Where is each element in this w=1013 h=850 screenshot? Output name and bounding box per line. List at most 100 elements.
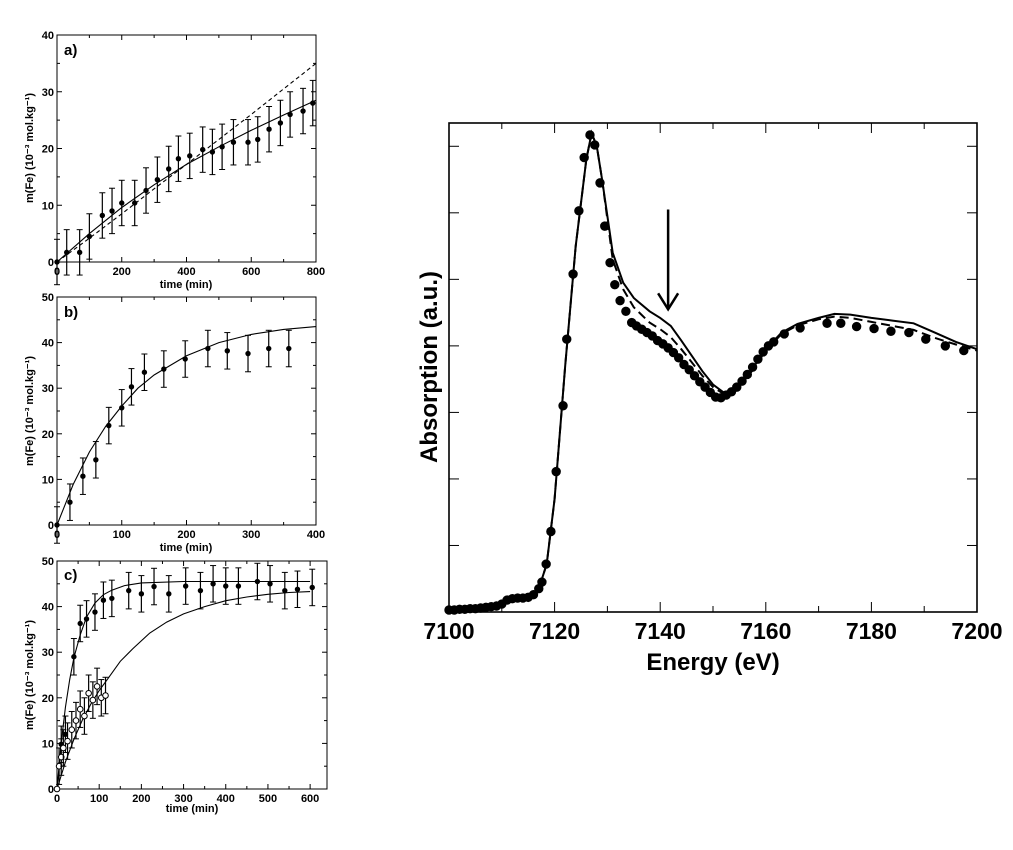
y-tick-label: 0 xyxy=(48,784,54,796)
y-tick-label: 40 xyxy=(42,338,54,350)
data-point xyxy=(166,591,172,597)
panel-a-label: a) xyxy=(64,42,77,59)
data-point xyxy=(747,362,758,372)
data-point xyxy=(266,126,272,132)
data-point xyxy=(574,206,584,216)
data-point xyxy=(254,578,261,585)
x-tick-label: 7160 xyxy=(740,618,791,644)
y-tick-label: 0 xyxy=(48,257,54,269)
data-point xyxy=(77,620,83,627)
y-tick-label: 30 xyxy=(42,647,54,659)
x-tick-label: 800 xyxy=(307,266,325,278)
data-point xyxy=(76,249,83,256)
data-point xyxy=(175,156,182,162)
data-point xyxy=(769,337,779,347)
data-point xyxy=(187,153,193,159)
x-tick-label: 400 xyxy=(177,266,195,278)
data-point xyxy=(558,401,568,411)
data-point xyxy=(119,405,125,411)
data-point xyxy=(795,323,805,333)
data-point xyxy=(106,422,112,429)
data-point xyxy=(621,306,631,316)
data-point xyxy=(267,581,273,587)
data-point xyxy=(836,318,846,328)
data-point xyxy=(235,583,242,589)
data-point xyxy=(294,586,301,592)
data-point xyxy=(921,334,931,344)
data-point xyxy=(199,146,206,153)
x-tick-label: 200 xyxy=(177,529,195,541)
data-point xyxy=(64,249,70,256)
data-point xyxy=(277,120,284,126)
x-tick-label: 7100 xyxy=(423,618,474,644)
data-point xyxy=(92,609,98,615)
data-point xyxy=(223,583,229,589)
plot-frame xyxy=(56,296,317,526)
data-point xyxy=(732,382,742,392)
panel-c-x-axis-label: time (min) xyxy=(166,803,219,815)
data-point xyxy=(99,212,106,219)
data-point xyxy=(579,152,589,163)
open-data-point xyxy=(81,712,88,720)
data-point xyxy=(904,327,914,338)
data-point xyxy=(753,354,763,364)
xanes-panel: Energy (eV) Absorption (a.u.) 7100 7120 71… xyxy=(416,122,1003,676)
data-point xyxy=(528,590,539,600)
data-point xyxy=(300,108,306,114)
y-tick-label: 10 xyxy=(42,474,54,486)
data-point xyxy=(93,457,99,463)
data-point xyxy=(851,321,862,332)
x-tick-label: 7200 xyxy=(951,618,1002,644)
data-point xyxy=(161,366,167,372)
x-tick-label: 200 xyxy=(113,266,131,278)
data-point xyxy=(67,499,73,505)
data-point xyxy=(615,295,625,306)
open-data-point xyxy=(68,726,76,734)
panel-a-x-axis-label: time (min) xyxy=(160,279,213,291)
x-tick-label: 7180 xyxy=(846,618,897,644)
data-point xyxy=(959,345,969,356)
dashed-fit-curve xyxy=(56,62,317,263)
x-tick-label: 600 xyxy=(242,266,260,278)
x-tick-label: 300 xyxy=(242,529,260,541)
solid-fit-curve xyxy=(56,326,317,526)
y-tick-label: 50 xyxy=(42,556,54,568)
data-point xyxy=(562,334,572,344)
data-point xyxy=(151,583,157,590)
data-point xyxy=(197,587,204,594)
data-point xyxy=(869,323,879,334)
y-tick-label: 30 xyxy=(42,383,54,395)
xanes-y-axis-label: Absorption (a.u.) xyxy=(416,271,443,463)
open-data-point xyxy=(64,737,71,745)
x-tick-label: 100 xyxy=(113,529,131,541)
data-point xyxy=(138,591,145,597)
data-point xyxy=(684,365,694,375)
data-point xyxy=(309,584,315,591)
y-tick-label: 0 xyxy=(48,520,54,532)
data-point xyxy=(266,345,272,352)
data-point xyxy=(585,130,595,140)
data-point xyxy=(551,466,561,477)
x-tick-label: 500 xyxy=(259,793,277,805)
data-point xyxy=(219,144,225,150)
solid-fit-curve xyxy=(56,580,311,790)
data-point xyxy=(230,139,237,145)
data-point xyxy=(86,233,93,240)
data-point xyxy=(205,345,211,352)
x-tick-label: 100 xyxy=(90,793,108,805)
open-data-point xyxy=(89,696,97,704)
data-point xyxy=(54,259,60,265)
data-point xyxy=(287,111,293,118)
data-point xyxy=(546,526,556,537)
data-point xyxy=(128,384,135,390)
data-point xyxy=(109,208,115,214)
data-point xyxy=(541,559,551,569)
data-point xyxy=(600,221,610,231)
data-point xyxy=(126,587,132,594)
data-point xyxy=(758,347,768,357)
panel-c: c) time (min) m(Fe) (10⁻³ mol.kg⁻¹) 0 100… xyxy=(24,556,328,815)
arrow-down-icon xyxy=(657,292,680,312)
data-point xyxy=(940,341,951,351)
data-point xyxy=(590,140,600,150)
solid-fit-curve xyxy=(56,591,311,790)
